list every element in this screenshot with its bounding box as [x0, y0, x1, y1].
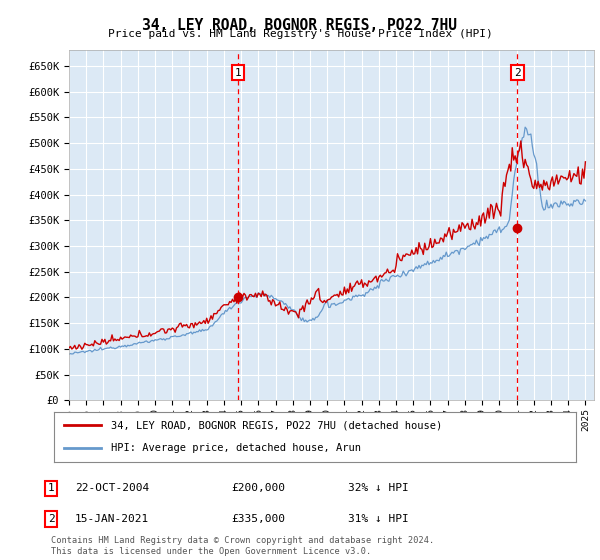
Text: £335,000: £335,000: [231, 514, 285, 524]
Text: 1: 1: [235, 68, 241, 77]
Text: HPI: Average price, detached house, Arun: HPI: Average price, detached house, Arun: [112, 444, 361, 454]
Text: 2: 2: [47, 514, 55, 524]
Text: £200,000: £200,000: [231, 483, 285, 493]
Text: 22-OCT-2004: 22-OCT-2004: [75, 483, 149, 493]
Text: 2: 2: [514, 68, 521, 77]
Text: 31% ↓ HPI: 31% ↓ HPI: [348, 514, 409, 524]
Text: 34, LEY ROAD, BOGNOR REGIS, PO22 7HU (detached house): 34, LEY ROAD, BOGNOR REGIS, PO22 7HU (de…: [112, 420, 443, 430]
Text: Contains HM Land Registry data © Crown copyright and database right 2024.
This d: Contains HM Land Registry data © Crown c…: [51, 536, 434, 556]
Text: 1: 1: [47, 483, 55, 493]
Text: 32% ↓ HPI: 32% ↓ HPI: [348, 483, 409, 493]
Text: 34, LEY ROAD, BOGNOR REGIS, PO22 7HU: 34, LEY ROAD, BOGNOR REGIS, PO22 7HU: [143, 18, 458, 33]
Text: 15-JAN-2021: 15-JAN-2021: [75, 514, 149, 524]
Text: Price paid vs. HM Land Registry's House Price Index (HPI): Price paid vs. HM Land Registry's House …: [107, 29, 493, 39]
